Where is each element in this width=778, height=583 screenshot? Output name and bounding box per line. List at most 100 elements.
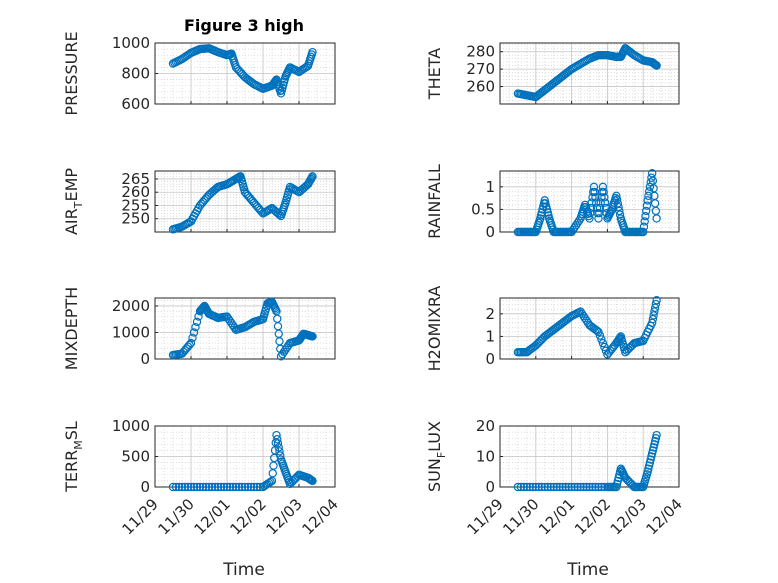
data-point — [549, 482, 558, 492]
data-point — [516, 482, 526, 492]
data-point — [649, 311, 658, 320]
y-axis-label: H2OMIXRA — [425, 286, 444, 372]
y-tick-label: 1 — [485, 178, 495, 196]
data-point — [600, 193, 609, 202]
data-point — [588, 482, 597, 492]
data-point — [543, 482, 552, 492]
data-point — [534, 482, 543, 492]
series-markers — [513, 44, 661, 102]
data-point — [600, 342, 609, 352]
data-point — [650, 307, 659, 316]
y-axis-label: PRESSURE — [62, 31, 81, 115]
data-point — [213, 482, 223, 492]
y-tick-label: 1000 — [112, 323, 150, 341]
data-point — [186, 482, 196, 492]
subplot-pressure: 600 800 1000 PRESSURE — [62, 31, 336, 116]
series-markers — [168, 297, 317, 361]
data-point — [243, 482, 253, 492]
data-point — [266, 477, 275, 487]
series-markers — [513, 296, 661, 359]
data-point — [570, 482, 579, 492]
data-point — [540, 482, 549, 492]
data-point — [210, 482, 220, 492]
data-point — [513, 482, 523, 492]
y-tick-label: 0 — [140, 478, 150, 496]
data-point — [219, 482, 229, 492]
data-point — [612, 195, 622, 204]
data-point — [185, 340, 194, 350]
y-tick-label: 260 — [466, 78, 495, 96]
data-point — [195, 482, 205, 492]
axes-frame — [154, 170, 336, 233]
data-point — [574, 216, 584, 225]
data-point — [643, 196, 652, 205]
y-tick-label: 2000 — [112, 297, 150, 315]
data-point — [201, 482, 211, 492]
y-tick-label: 0 — [140, 350, 150, 368]
y-axis-label: THETA — [425, 48, 444, 100]
data-point — [272, 430, 281, 440]
data-point — [183, 482, 193, 492]
data-point — [598, 338, 608, 348]
data-point — [652, 296, 661, 305]
data-point — [589, 182, 599, 192]
data-point — [652, 214, 661, 223]
subplot-mixdepth: 0 1000 2000 MIXDEPTH — [62, 287, 336, 370]
y-tick-label: 500 — [121, 448, 150, 466]
data-point — [598, 182, 608, 192]
data-point — [613, 199, 623, 208]
subplot-h2omixra: 0 1 2 H2OMIXRA — [425, 286, 680, 372]
y-tick-label: 265 — [121, 170, 150, 188]
axes-frame — [499, 42, 680, 105]
x-tick-label: 11/30 — [499, 495, 542, 538]
y-tick-label: 1 — [485, 327, 495, 345]
subplot-terr-m-sl: 0 500 1000 TERRMSL 11/2911/3012/0112/0212/03… — [62, 417, 342, 538]
y-axis-label: SUNFLUX — [425, 421, 448, 492]
data-point — [525, 482, 535, 492]
data-point — [612, 191, 621, 201]
data-point — [308, 172, 317, 181]
axes-frame — [154, 297, 336, 360]
data-point — [615, 206, 624, 216]
data-point — [594, 327, 603, 337]
y-tick-label: 260 — [121, 183, 150, 201]
data-point — [531, 482, 541, 492]
y-tick-label: 1000 — [112, 417, 150, 435]
x-tick-label: 11/29 — [119, 495, 162, 538]
data-point — [207, 482, 217, 492]
data-point — [652, 430, 661, 440]
data-point — [174, 482, 184, 492]
y-tick-label: 800 — [121, 65, 150, 83]
data-point — [585, 214, 594, 223]
data-point — [168, 482, 178, 492]
data-point — [647, 318, 657, 328]
data-point — [640, 217, 649, 226]
y-tick-label: 250 — [121, 210, 150, 228]
axes-frame — [499, 297, 680, 360]
data-point — [594, 214, 603, 223]
data-point — [231, 482, 241, 492]
y-axis-label: AIRTEMP — [62, 168, 85, 235]
data-point — [614, 202, 623, 212]
series-markers — [168, 44, 317, 98]
axes-frame — [499, 170, 680, 233]
x-tick-label: 11/29 — [464, 495, 507, 538]
y-axis-label: TERRMSL — [62, 421, 85, 493]
x-tick-label: 12/01 — [191, 495, 234, 538]
data-point — [644, 191, 653, 201]
data-point — [276, 451, 285, 460]
data-point — [642, 201, 652, 210]
data-point — [177, 482, 187, 492]
data-point — [186, 338, 196, 348]
subplot-sun-f-lux: 0 10 20 SUNFLUX 11/2911/3012/0112/0212/0312/… — [425, 417, 686, 538]
data-point — [615, 333, 625, 342]
data-point — [222, 482, 232, 492]
data-point — [648, 314, 658, 324]
data-point — [591, 482, 600, 492]
data-point — [255, 482, 265, 492]
data-point — [180, 482, 190, 492]
y-tick-label: 270 — [466, 60, 495, 78]
